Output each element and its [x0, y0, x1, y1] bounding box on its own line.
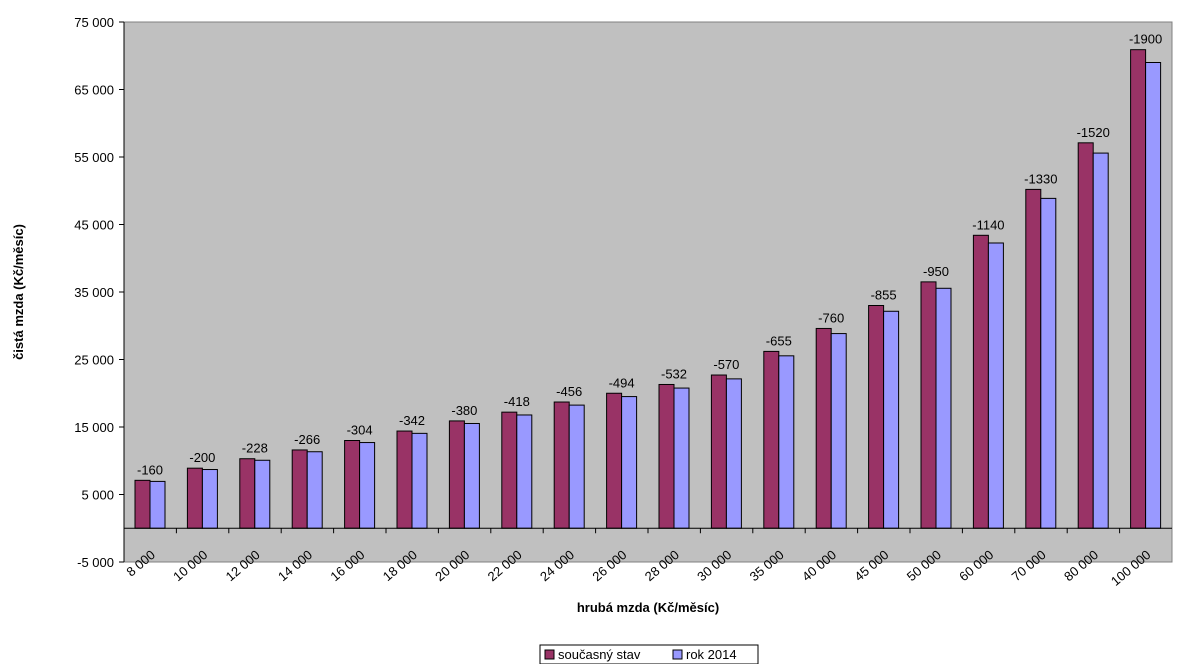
- data-labels: -160 -200 -228 -266 -304 -342 -380 -418 -456 -494…: [137, 32, 1162, 478]
- bar-soucasny-stav: [448, 420, 465, 529]
- y-axis-ticks: -5 000 5 000 15 000 25 000 35 000 45 000 55 00…: [74, 15, 124, 570]
- plot-area: [123, 21, 1173, 563]
- y-tick-label: 5 000: [81, 488, 114, 503]
- bar-soucasny-stav: [239, 458, 256, 529]
- y-tick-label: 55 000: [74, 150, 114, 165]
- data-label: -1900: [1129, 32, 1162, 47]
- bar-soucasny-stav: [972, 234, 989, 529]
- bar-rok-2014: [1092, 152, 1109, 529]
- bar-rok-2014: [568, 404, 585, 529]
- legend-box: [539, 644, 759, 664]
- bar-rok-2014: [359, 442, 376, 529]
- bar-rok-2014: [306, 451, 323, 529]
- bar-rok-2014: [673, 387, 690, 529]
- bar-soucasny-stav: [396, 430, 413, 529]
- bar-rok-2014: [411, 432, 428, 529]
- bar-soucasny-stav: [134, 479, 151, 529]
- data-label: -160: [137, 462, 163, 477]
- data-label: -200: [189, 450, 215, 465]
- bar-rok-2014: [201, 469, 218, 529]
- data-label: -380: [451, 403, 477, 418]
- bar-soucasny-stav: [344, 440, 361, 529]
- bar-rok-2014: [254, 459, 271, 529]
- bar-soucasny-stav: [1025, 188, 1042, 529]
- y-tick-label: 65 000: [74, 83, 114, 98]
- data-label: -228: [242, 441, 268, 456]
- bar-rok-2014: [778, 355, 795, 529]
- bar-rok-2014: [1040, 197, 1057, 529]
- bars: [134, 49, 1162, 529]
- y-axis-title: čistá mzda (Kč/měsíc): [11, 224, 26, 360]
- bar-soucasny-stav: [868, 305, 885, 529]
- data-label: -950: [923, 264, 949, 279]
- bar-rok-2014: [463, 422, 480, 529]
- bar-soucasny-stav: [186, 467, 203, 529]
- data-label: -266: [294, 432, 320, 447]
- bar-rok-2014: [725, 378, 742, 529]
- bar-soucasny-stav: [658, 383, 675, 529]
- data-label: -456: [556, 384, 582, 399]
- y-tick-label: 75 000: [74, 15, 114, 30]
- data-label: -1520: [1077, 125, 1110, 140]
- bar-rok-2014: [516, 414, 533, 529]
- bar-rok-2014: [883, 310, 900, 529]
- bar-soucasny-stav: [501, 411, 518, 529]
- data-label: -304: [347, 423, 373, 438]
- bar-soucasny-stav: [606, 392, 623, 529]
- bar-rok-2014: [935, 287, 952, 529]
- y-tick-label: 25 000: [74, 353, 114, 368]
- bar-soucasny-stav: [710, 374, 727, 529]
- y-tick-label: 45 000: [74, 218, 114, 233]
- data-label: -532: [661, 366, 687, 381]
- y-tick-label: 15 000: [74, 420, 114, 435]
- legend-label-rok-2014: rok 2014: [686, 647, 737, 662]
- data-label: -342: [399, 413, 425, 428]
- data-label: -418: [504, 394, 530, 409]
- y-tick-label: 35 000: [74, 285, 114, 300]
- legend-swatch-soucasny-stav: [544, 649, 555, 660]
- data-label: -760: [818, 310, 844, 325]
- bar-rok-2014: [830, 333, 847, 529]
- x-axis-title: hrubá mzda (Kč/měsíc): [577, 600, 719, 615]
- bar-rok-2014: [1145, 62, 1162, 529]
- bar-soucasny-stav: [1130, 49, 1147, 529]
- data-label: -1140: [972, 217, 1004, 232]
- bar-soucasny-stav: [553, 401, 570, 529]
- bar-soucasny-stav: [1077, 142, 1094, 529]
- bar-rok-2014: [987, 242, 1004, 529]
- legend-label-soucasny-stav: současný stav: [558, 647, 641, 662]
- data-label: -494: [609, 375, 635, 390]
- bar-rok-2014: [149, 480, 166, 529]
- bar-rok-2014: [621, 396, 638, 529]
- data-label: -655: [766, 333, 792, 348]
- bar-soucasny-stav: [815, 327, 832, 529]
- legend: současný stav rok 2014: [539, 644, 759, 664]
- data-label: -570: [713, 357, 739, 372]
- y-tick-label: -5 000: [77, 555, 114, 570]
- bar-soucasny-stav: [763, 350, 780, 529]
- legend-swatch-rok-2014: [672, 649, 683, 660]
- bar-soucasny-stav: [920, 281, 937, 529]
- data-label: -1330: [1024, 171, 1057, 186]
- data-label: -855: [871, 288, 897, 303]
- bar-soucasny-stav: [291, 449, 308, 529]
